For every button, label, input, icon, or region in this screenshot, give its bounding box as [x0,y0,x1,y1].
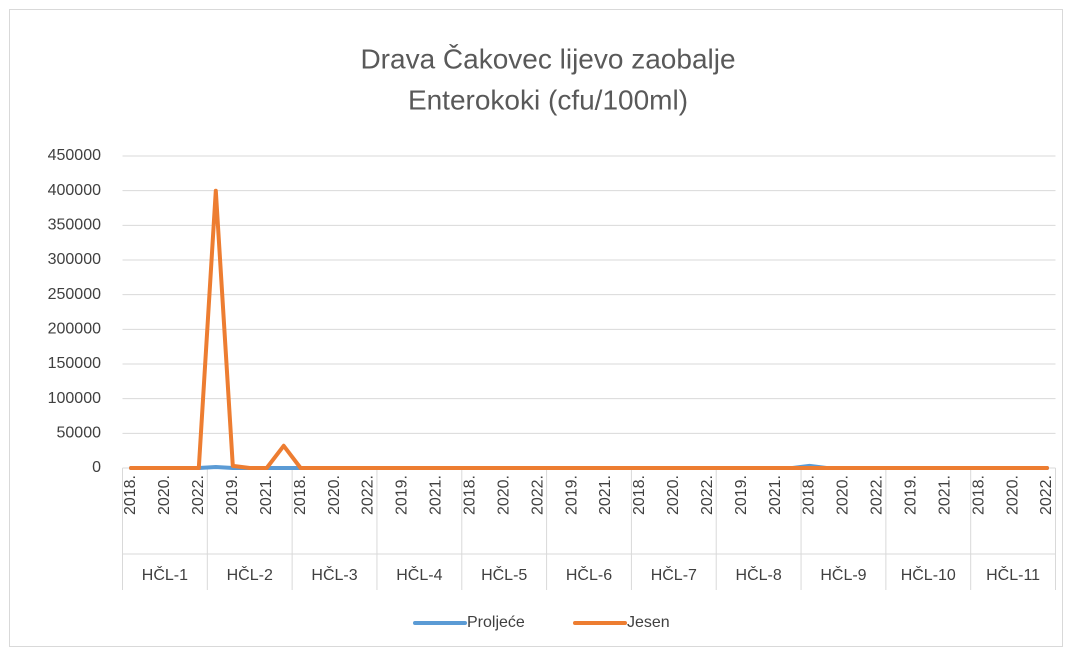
x-tick-label: 2021. [258,475,275,515]
x-tick-label: 2020. [495,475,512,515]
y-tick-label: 350000 [48,217,101,234]
y-tick-label: 400000 [48,182,101,199]
group-label: HČL-6 [566,565,612,584]
y-tick-label: 200000 [48,321,101,338]
y-tick-label: 450000 [48,147,101,164]
x-tick-label: 2019. [224,475,241,515]
y-tick-label: 150000 [48,355,101,372]
group-label: HČL-4 [396,565,442,584]
x-tick-label: 2018. [461,475,478,515]
x-tick-label: 2019. [394,475,411,515]
x-tick-label: 2019. [733,475,750,515]
x-tick-label: 2018. [801,475,818,515]
group-label: HČL-1 [142,565,188,584]
x-tick-label: 2022. [869,475,886,515]
x-tick-label: 2020. [665,475,682,515]
x-tick-label: 2018. [970,475,987,515]
group-label: HČL-8 [736,565,782,584]
x-tick-label: 2022. [190,475,207,515]
data-line [129,188,1049,470]
x-tick-label: 2020. [326,475,343,515]
legend-label: Jesen [627,614,670,631]
x-tick-label: 2018. [631,475,648,515]
chart-border [9,9,1063,647]
x-tick-label: 2021. [597,475,614,515]
y-tick-label: 50000 [57,425,102,442]
x-tick-label: 2021. [936,475,953,515]
legend-label: Proljeće [467,614,525,631]
x-tick-label: 2019. [903,475,920,515]
y-tick-label: 300000 [48,251,101,268]
x-tick-label: 2022. [1038,475,1055,515]
group-label: HČL-10 [901,565,956,584]
chart-title: Enterokoki (cfu/100ml) [408,84,688,115]
x-tick-label: 2020. [1004,475,1021,515]
x-tick-label: 2021. [428,475,445,515]
x-tick-label: 2019. [563,475,580,515]
chart-title: Drava Čakovec lijevo zaobalje [360,43,735,74]
x-tick-label: 2022. [699,475,716,515]
x-tick-label: 2021. [767,475,784,515]
group-label: HČL-5 [481,565,527,584]
y-tick-label: 250000 [48,286,101,303]
y-tick-label: 100000 [48,390,101,407]
group-label: HČL-2 [227,565,273,584]
x-tick-label: 2022. [529,475,546,515]
group-label: HČL-3 [311,565,357,584]
x-tick-label: 2022. [360,475,377,515]
group-label: HČL-11 [986,565,1040,584]
x-tick-label: 2018. [122,475,139,515]
group-label: HČL-9 [820,565,866,584]
y-tick-label: 0 [92,459,101,476]
group-label: HČL-7 [651,565,697,584]
x-tick-label: 2018. [292,475,309,515]
x-tick-label: 2020. [156,475,173,515]
x-tick-label: 2020. [835,475,852,515]
